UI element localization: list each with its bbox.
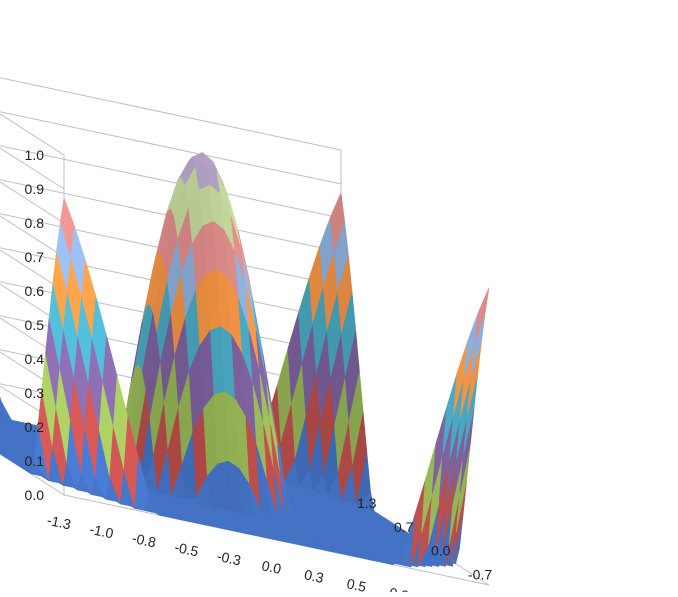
- gridline: [0, 94, 341, 189]
- x-tick-label: -1.0: [88, 521, 115, 542]
- x-tick-label: -1.3: [46, 512, 73, 533]
- z-tick-label: 1.0: [25, 147, 45, 163]
- y-tick-label: 0.0: [431, 543, 451, 559]
- x-tick-label: -0.3: [216, 548, 243, 569]
- x-tick-label: -0.5: [173, 539, 200, 560]
- x-tick-label: 0.0: [260, 557, 283, 577]
- x-tick-label: 0.5: [345, 575, 368, 592]
- z-tick-label: 0.2: [25, 419, 45, 435]
- z-tick-label: 0.8: [25, 215, 45, 231]
- y-tick-label: -0.7: [468, 566, 492, 582]
- z-tick-label: 0.0: [25, 487, 45, 503]
- z-tick-label: 0.5: [25, 317, 45, 333]
- z-tick-label: 0.4: [25, 351, 45, 367]
- x-tick-label: -0.8: [131, 530, 158, 551]
- z-tick-label: 0.9: [25, 181, 45, 197]
- y-tick-label: 0.7: [394, 519, 414, 535]
- z-tick-label: 0.6: [25, 283, 45, 299]
- z-tick-label: 0.7: [25, 249, 45, 265]
- y-tick-label: 1.3: [357, 495, 377, 511]
- gridline: [0, 60, 341, 155]
- z-tick-label: 0.1: [25, 453, 45, 469]
- x-tick-label: 0.8: [388, 584, 411, 592]
- z-tick-label: 0.3: [25, 385, 45, 401]
- x-tick-label: 0.3: [303, 566, 326, 586]
